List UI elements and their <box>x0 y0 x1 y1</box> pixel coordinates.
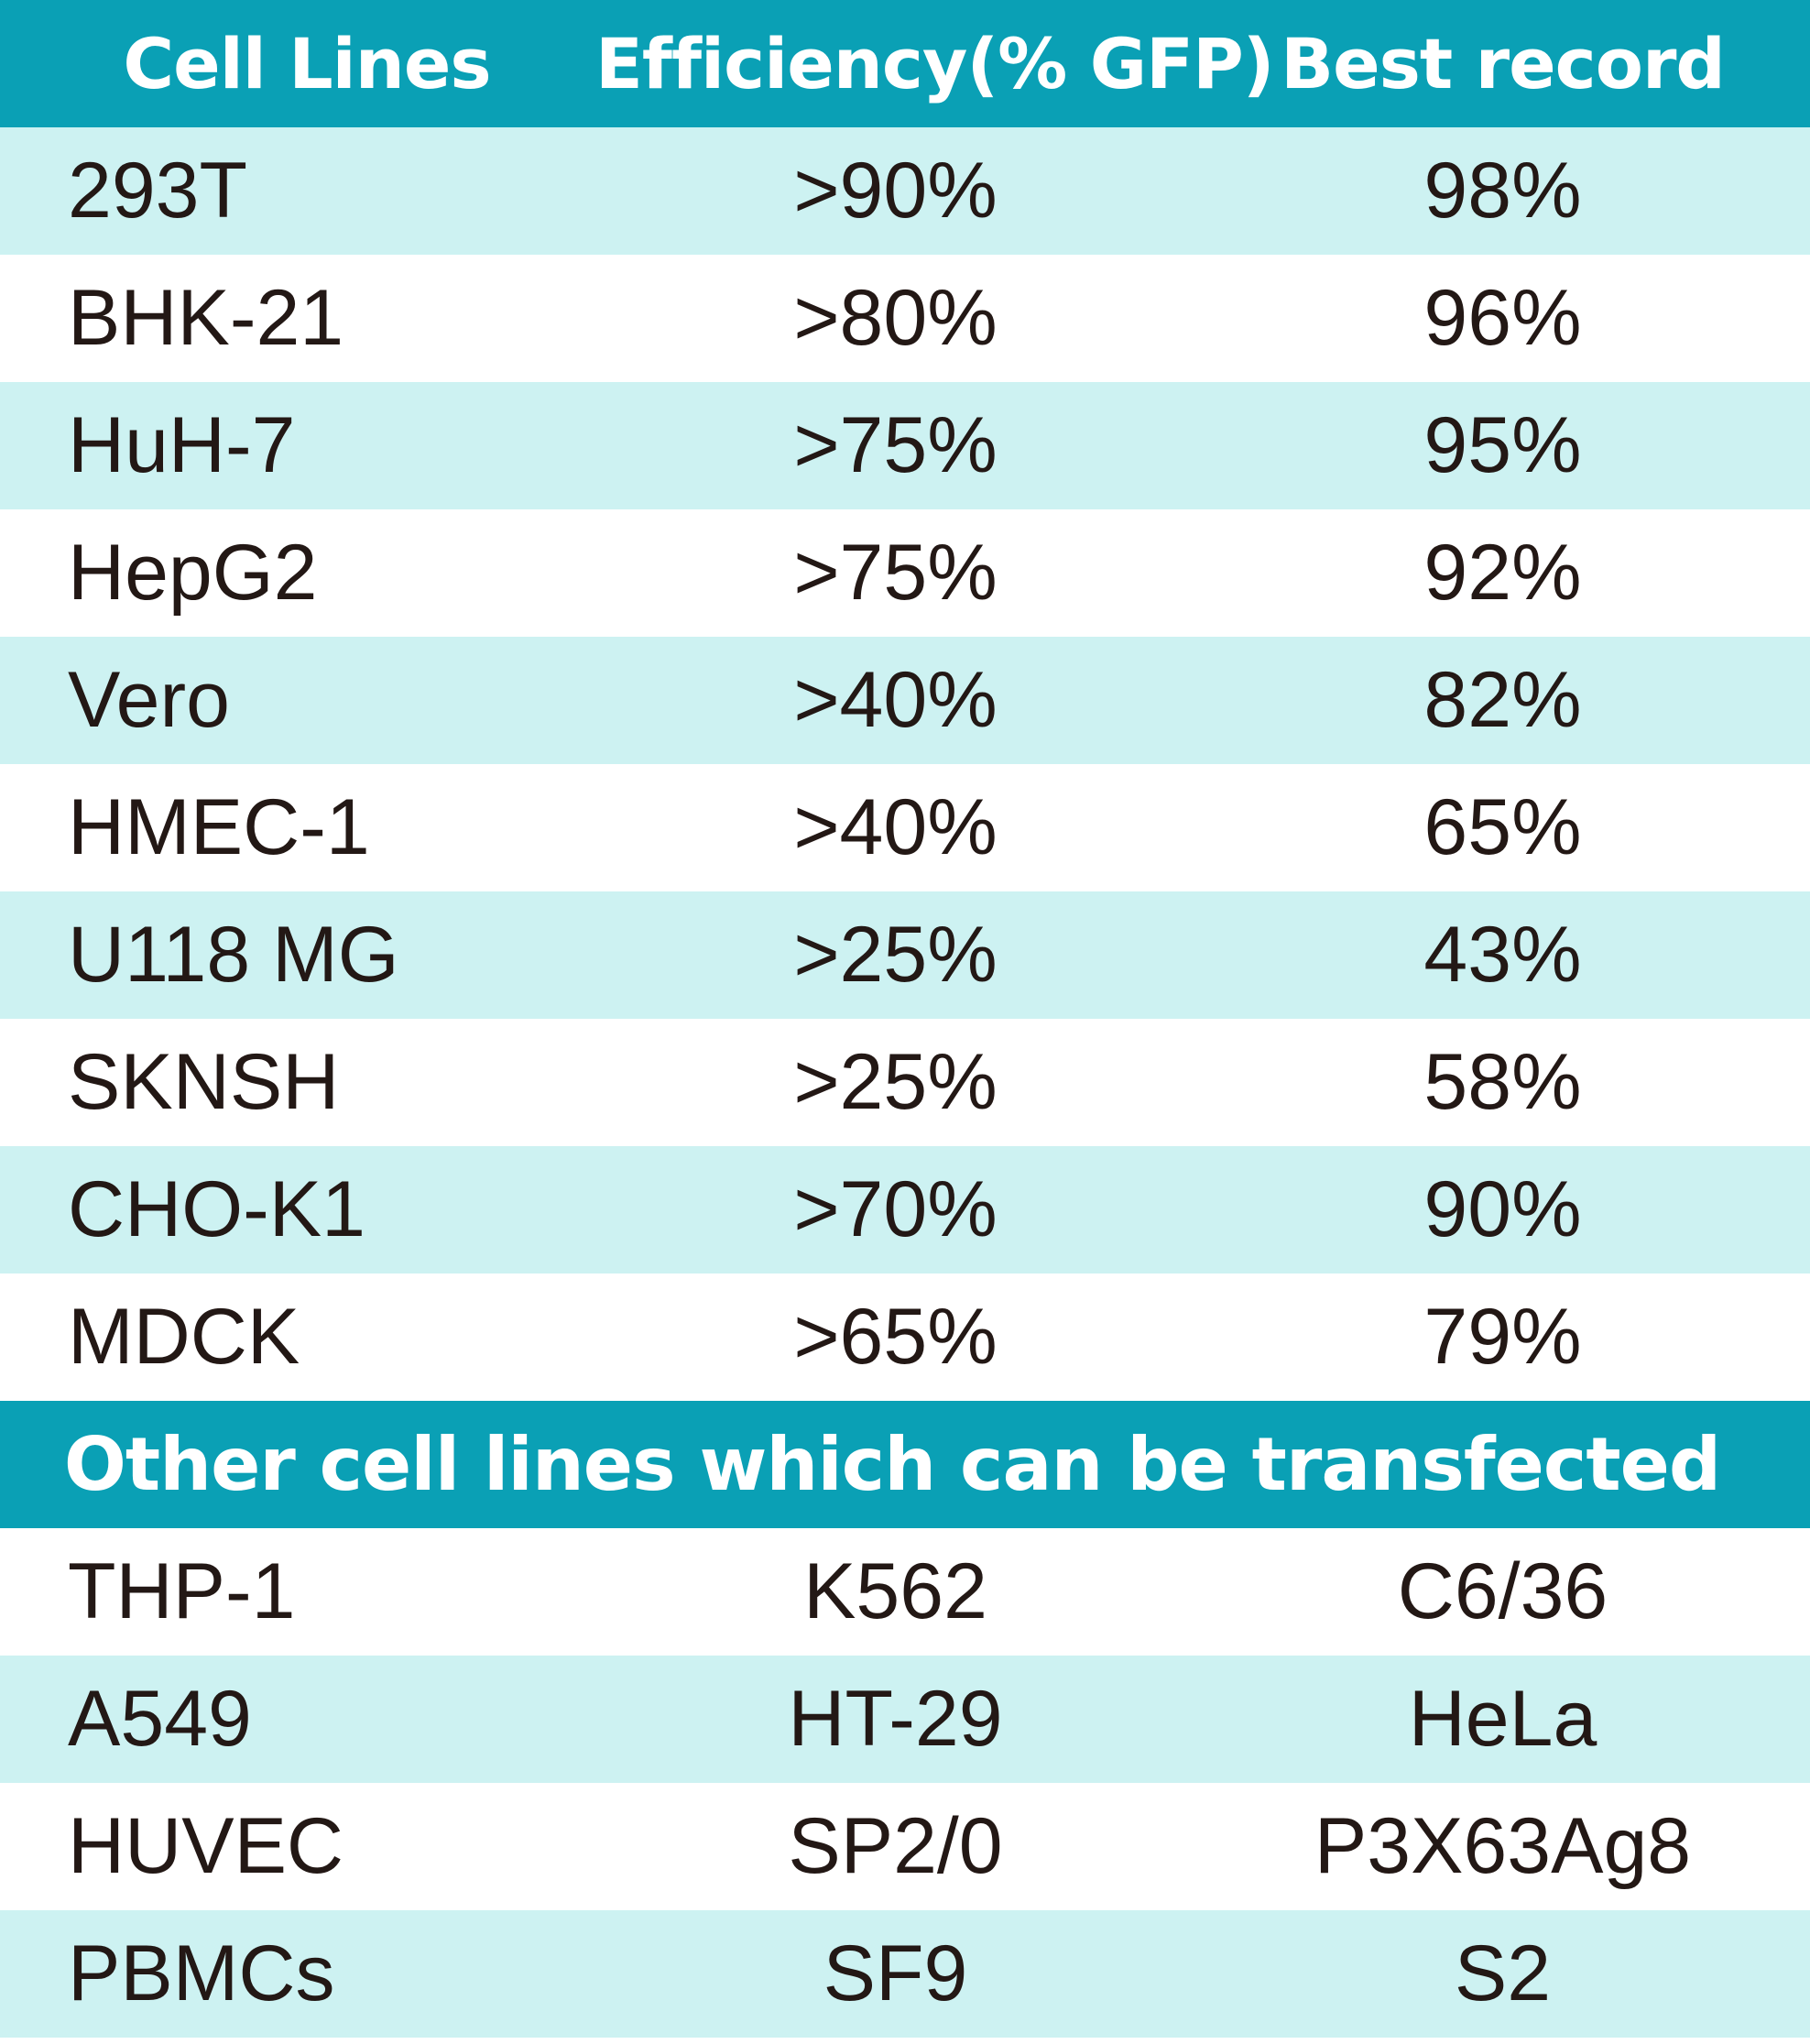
efficiency-value: >70% <box>793 1165 998 1253</box>
table-row: U118 MG >25% 43% <box>0 891 1810 1019</box>
header-cell-lines: Cell Lines <box>123 23 491 104</box>
efficiency-value: >40% <box>793 783 998 871</box>
efficiency-value: >40% <box>793 656 998 744</box>
best-record-value: 65% <box>1423 783 1582 871</box>
table-row: A549 HT-29 HeLa <box>0 1656 1810 1783</box>
other-cell-lines-title: Other cell lines which can be transfecte… <box>63 1422 1721 1507</box>
cell-line-name: HMEC-1 <box>68 783 370 871</box>
efficiency-value: >75% <box>793 529 998 617</box>
table-row: HuH-7 >75% 95% <box>0 382 1810 509</box>
cell-line-name: MDCK <box>68 1293 300 1381</box>
best-record-value: 82% <box>1423 656 1582 744</box>
cell-line-name: 293T <box>68 147 248 235</box>
best-record-value: 92% <box>1423 529 1582 617</box>
cell-line-name: CHO-K1 <box>68 1165 365 1253</box>
other-cell-line: HeLa <box>1408 1675 1597 1763</box>
best-record-value: 98% <box>1423 147 1582 235</box>
efficiency-value: >80% <box>793 274 998 362</box>
table-row: PBMCs SF9 S2 <box>0 1910 1810 2038</box>
table-row: THP-1 K562 C6/36 <box>0 1528 1810 1656</box>
cell-line-name: SKNSH <box>68 1038 340 1126</box>
cell-line-name: HuH-7 <box>68 401 296 489</box>
table-row: 293T >90% 98% <box>0 127 1810 255</box>
cell-line-name: BHK-21 <box>68 274 344 362</box>
other-cell-line: HUVEC <box>68 1802 344 1890</box>
best-record-value: 95% <box>1423 401 1582 489</box>
table-row: HepG2 >75% 92% <box>0 509 1810 637</box>
table-row: Vero >40% 82% <box>0 637 1810 764</box>
cell-line-name: Vero <box>68 656 230 744</box>
best-record-value: 58% <box>1423 1038 1582 1126</box>
other-cell-line: SP2/0 <box>788 1802 1003 1890</box>
other-cell-line: K562 <box>803 1547 987 1635</box>
other-cell-line: A549 <box>68 1675 252 1763</box>
efficiency-value: >90% <box>793 147 998 235</box>
other-cell-line: S2 <box>1454 1929 1552 2017</box>
efficiency-value: >65% <box>793 1293 998 1381</box>
efficiency-value: >75% <box>793 401 998 489</box>
other-cell-line: P3X63Ag8 <box>1314 1802 1692 1890</box>
best-record-value: 96% <box>1423 274 1582 362</box>
efficiency-value: >25% <box>793 1038 998 1126</box>
table-row: HUVEC SP2/0 P3X63Ag8 <box>0 1783 1810 1910</box>
efficiency-value: >25% <box>793 911 998 999</box>
cell-line-name: U118 MG <box>68 911 399 999</box>
table-row: BHK-21 >80% 96% <box>0 255 1810 382</box>
cell-line-name: HepG2 <box>68 529 318 617</box>
table-row: HMEC-1 >40% 65% <box>0 764 1810 891</box>
header-best-record: Best record <box>1281 23 1726 104</box>
best-record-value: 79% <box>1423 1293 1582 1381</box>
other-cell-lines-header: Other cell lines which can be transfecte… <box>0 1401 1810 1528</box>
table-row: CHO-K1 >70% 90% <box>0 1146 1810 1273</box>
other-cell-line: C6/36 <box>1397 1547 1608 1635</box>
best-record-value: 90% <box>1423 1165 1582 1253</box>
table-header-row: Cell Lines Efficiency(% GFP) Best record <box>0 0 1810 127</box>
table-row: MDCK >65% 79% <box>0 1273 1810 1401</box>
header-efficiency: Efficiency(% GFP) <box>595 23 1275 104</box>
best-record-value: 43% <box>1423 911 1582 999</box>
other-cell-line: HT-29 <box>788 1675 1003 1763</box>
other-cell-line: SF9 <box>823 1929 968 2017</box>
table-row: SKNSH >25% 58% <box>0 1019 1810 1146</box>
other-cell-line: PBMCs <box>68 1929 335 2017</box>
other-cell-line: THP-1 <box>68 1547 296 1635</box>
